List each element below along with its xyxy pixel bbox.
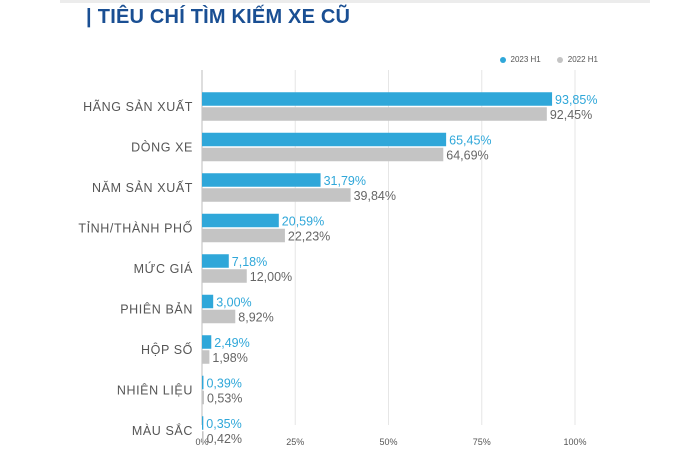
x-tick-label: 25% [286, 437, 304, 447]
value-label-2023: 65,45% [449, 133, 491, 147]
category-label: PHIÊN BẢN [120, 302, 193, 317]
category-label: DÒNG XE [131, 140, 193, 155]
value-label-2023: 2,49% [214, 336, 249, 350]
value-label-2023: 7,18% [232, 255, 267, 269]
legend-label-2022: 2022 H1 [567, 55, 598, 64]
legend: 2023 H1 2022 H1 [499, 55, 598, 64]
category-label: TỈNH/THÀNH PHỐ [78, 221, 193, 236]
value-label-2023: 93,85% [555, 93, 597, 107]
bar-2022 [202, 269, 247, 283]
title-marker: | [86, 6, 92, 28]
category-label: MÀU SẮC [132, 423, 193, 438]
bar-2022 [202, 431, 204, 445]
bar-2023 [202, 375, 204, 390]
bar-2023 [202, 335, 212, 349]
legend-item-2023: 2023 H1 [499, 55, 541, 64]
bar-2022 [202, 350, 210, 364]
value-label-2023: 0,39% [206, 376, 241, 390]
legend-label-2023: 2023 H1 [510, 55, 541, 64]
value-label-2022: 12,00% [250, 270, 292, 284]
legend-item-2022: 2022 H1 [556, 55, 598, 64]
bar-2023 [202, 416, 204, 430]
value-label-2022: 39,84% [354, 189, 396, 203]
bar-2023 [202, 254, 229, 268]
bar-2023 [202, 92, 553, 106]
top-divider [60, 0, 650, 3]
value-label-2023: 31,79% [324, 174, 366, 188]
value-label-2023: 20,59% [282, 214, 324, 228]
chart-title-block: | TIÊU CHÍ TÌM KIẾM XE CŨ [86, 6, 350, 29]
x-tick-label: 75% [473, 437, 491, 447]
value-label-2022: 22,23% [288, 229, 330, 243]
value-label-2023: 0,35% [206, 417, 241, 431]
bar-2022 [202, 390, 204, 405]
category-label: NHIÊN LIỆU [117, 383, 193, 398]
category-label: NĂM SẢN XUẤT [92, 180, 193, 195]
x-tick-label: 100% [563, 437, 586, 447]
value-label-2023: 3,00% [216, 295, 251, 309]
value-label-2022: 0,42% [207, 432, 242, 446]
bar-2022 [202, 147, 444, 162]
bar-2022 [202, 228, 285, 243]
bar-2023 [202, 173, 321, 187]
value-label-2022: 0,53% [207, 391, 242, 405]
value-label-2022: 1,98% [212, 351, 247, 365]
legend-swatch-2023 [499, 56, 506, 63]
value-label-2022: 8,92% [238, 310, 273, 324]
bar-2022 [202, 188, 351, 202]
value-label-2022: 92,45% [550, 108, 592, 122]
bar-2022 [202, 309, 236, 324]
category-label: HÃNG SẢN XUẤT [83, 99, 193, 114]
bar-2022 [202, 107, 547, 121]
category-label: HỘP SỐ [141, 342, 193, 357]
value-label-2022: 64,69% [446, 148, 488, 162]
bar-2023 [202, 132, 447, 147]
x-tick-label: 50% [379, 437, 397, 447]
category-label: MỨC GIÁ [134, 261, 193, 276]
bar-2023 [202, 294, 214, 309]
bar-2023 [202, 213, 279, 228]
legend-swatch-2022 [556, 56, 563, 63]
chart-title: TIÊU CHÍ TÌM KIẾM XE CŨ [97, 6, 351, 28]
